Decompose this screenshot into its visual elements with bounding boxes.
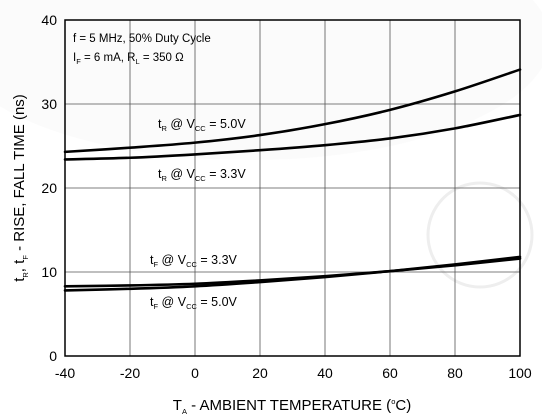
x-tick-label: 100 (508, 365, 532, 381)
y-tick-label: 40 (41, 12, 57, 28)
y-tick-labels: 0 10 20 30 40 (41, 12, 57, 364)
x-tick-label: 80 (447, 365, 463, 381)
y-axis-label: tR, tF - RISE, FALL TIME (ns) (11, 94, 30, 282)
watermark (426, 181, 534, 289)
y-tick-label: 30 (41, 96, 57, 112)
series-line-1 (63, 113, 522, 161)
condition-line-1: f = 5 MHz, 50% Duty Cycle (73, 33, 211, 45)
plot-frame (64, 19, 521, 357)
series-line-3 (63, 255, 522, 292)
annotation-tr-3v3: tR @ VCC = 3.3V (158, 167, 246, 183)
x-tick-label: -40 (55, 365, 75, 381)
series-lines (63, 68, 522, 292)
x-tick-label: 0 (191, 365, 199, 381)
series-line-0 (63, 68, 522, 154)
y-tick-label: 0 (49, 348, 57, 364)
annotation-tf-3v3: tF @ VCC = 3.3V (150, 253, 238, 269)
x-tick-label: 60 (382, 365, 398, 381)
condition-line-2: IF = 6 mA, RL = 350 Ω (73, 52, 184, 66)
series-line-2 (63, 257, 522, 288)
annotation-tf-5v: tF @ VCC = 5.0V (150, 295, 238, 311)
x-tick-label: 20 (252, 365, 268, 381)
y-tick-label: 10 (41, 264, 57, 280)
x-tick-label: 40 (317, 365, 333, 381)
annotation-tr-5v: tR @ VCC = 5.0V (158, 117, 246, 133)
x-tick-label: -20 (120, 365, 140, 381)
y-tick-label: 20 (41, 180, 57, 196)
x-axis-label: TA - AMBIENT TEMPERATURE (oC) (173, 397, 411, 416)
x-tick-labels: -40 -20 0 20 40 60 80 100 (55, 365, 532, 381)
